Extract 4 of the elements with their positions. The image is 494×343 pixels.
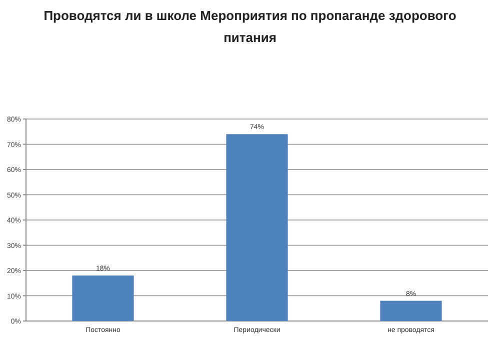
bar	[72, 276, 134, 321]
chart-title: Проводятся ли в школе Мероприятия по пропаганде здорового питания	[44, 8, 456, 45]
bar	[226, 134, 288, 321]
bar	[380, 300, 442, 321]
